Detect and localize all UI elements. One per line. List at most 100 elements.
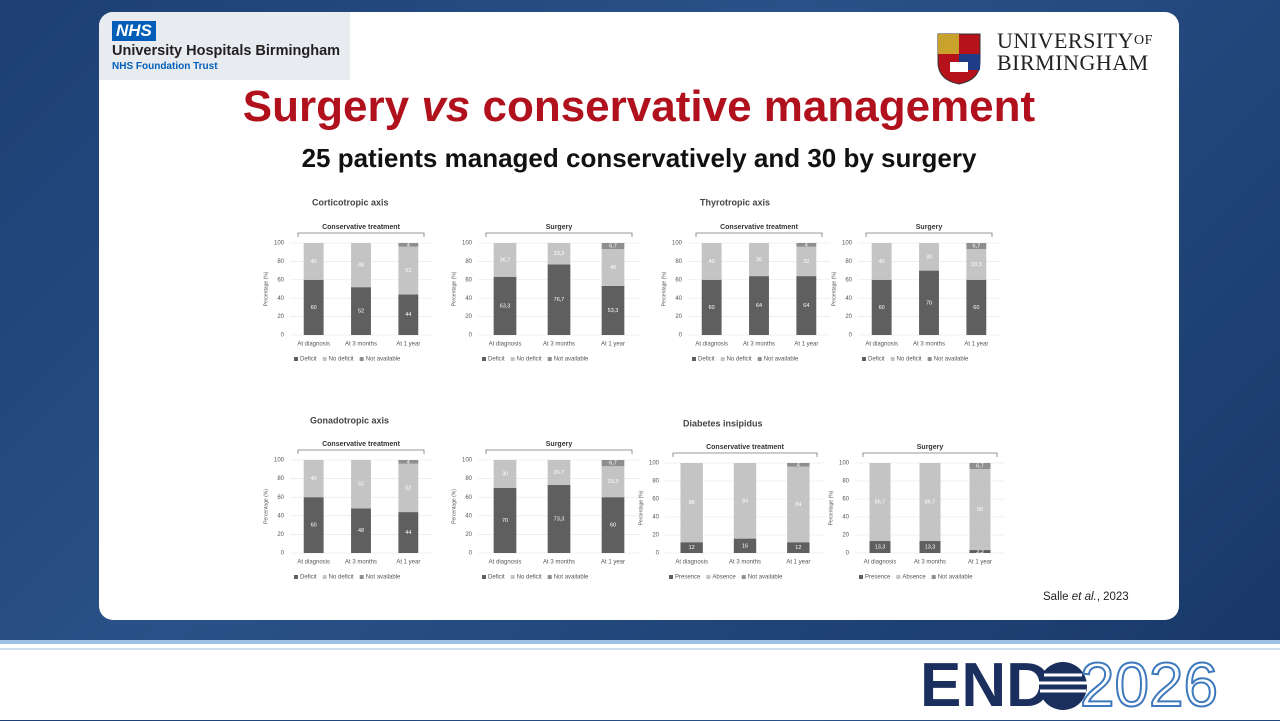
title-bracket bbox=[672, 452, 818, 457]
value-label: 60 bbox=[610, 523, 616, 529]
university-name: UNIVERSITYOF BIRMINGHAM bbox=[997, 30, 1153, 74]
trust-name: University Hospitals Birmingham bbox=[112, 43, 341, 59]
nhs-header: NHS University Hospitals Birmingham NHS … bbox=[99, 12, 350, 80]
group-title: Gonadotropic axis bbox=[310, 415, 389, 425]
bar-segment bbox=[796, 246, 817, 277]
bar-segment bbox=[966, 243, 987, 250]
value-label: 63,3 bbox=[500, 303, 511, 309]
bar-segment bbox=[680, 542, 703, 553]
y-tick-label: 20 bbox=[277, 314, 284, 320]
x-tick-label: At diagnosis bbox=[489, 560, 522, 566]
value-label: 52 bbox=[405, 268, 411, 274]
value-label: 4 bbox=[797, 462, 800, 468]
value-label: 48 bbox=[358, 263, 364, 269]
group-title: Thyrotropic axis bbox=[700, 197, 770, 207]
value-label: 30 bbox=[926, 254, 932, 260]
nhs-logo: NHS bbox=[112, 21, 156, 41]
y-tick-label: 60 bbox=[845, 277, 852, 283]
legend-swatch bbox=[931, 575, 936, 579]
bar-segment bbox=[303, 279, 324, 335]
legend-swatch bbox=[322, 575, 327, 579]
y-axis-label: Percentage (%) bbox=[263, 489, 269, 524]
bar-segment bbox=[787, 542, 810, 553]
value-label: 86,7 bbox=[875, 499, 886, 505]
value-label: 60 bbox=[879, 305, 885, 311]
citation-part: , 2023 bbox=[1096, 591, 1129, 603]
title-bracket bbox=[695, 232, 823, 237]
value-label: 52 bbox=[358, 482, 364, 488]
bar-segment bbox=[871, 279, 892, 335]
y-tick-label: 100 bbox=[462, 241, 473, 247]
chart-title: Conservative treatment bbox=[706, 444, 784, 451]
x-tick-label: At 1 year bbox=[601, 560, 625, 566]
legend-label: No deficit bbox=[329, 575, 354, 581]
bar-segment bbox=[601, 497, 625, 553]
value-label: 88 bbox=[689, 500, 695, 506]
value-label: 13,3 bbox=[925, 544, 936, 550]
value-label: 84 bbox=[795, 502, 801, 508]
value-label: 73,3 bbox=[554, 516, 565, 522]
legend-swatch bbox=[741, 575, 746, 579]
x-tick-label: At 3 months bbox=[914, 560, 946, 566]
legend-swatch bbox=[720, 357, 725, 361]
y-tick-label: 0 bbox=[679, 333, 683, 339]
y-tick-label: 40 bbox=[277, 296, 284, 302]
y-tick-label: 0 bbox=[656, 551, 660, 557]
y-tick-label: 40 bbox=[465, 296, 472, 302]
bar-segment bbox=[869, 463, 891, 542]
legend-label: Not available bbox=[366, 575, 401, 581]
legend-swatch bbox=[547, 357, 552, 361]
bar-segment bbox=[303, 460, 324, 498]
value-label: 76,7 bbox=[554, 297, 565, 303]
y-tick-label: 60 bbox=[842, 497, 849, 503]
x-tick-label: At 1 year bbox=[601, 342, 625, 348]
legend-label: Deficit bbox=[698, 357, 715, 363]
value-label: 48 bbox=[358, 528, 364, 534]
bar-segment bbox=[796, 276, 817, 335]
y-tick-label: 0 bbox=[469, 333, 473, 339]
x-tick-label: At 1 year bbox=[968, 560, 992, 566]
value-label: 33,3 bbox=[971, 262, 982, 268]
y-tick-label: 80 bbox=[652, 479, 659, 485]
legend-swatch bbox=[359, 357, 364, 361]
bar-segment bbox=[547, 484, 571, 553]
bar-segment bbox=[966, 249, 987, 280]
y-axis-label: Percentage (%) bbox=[451, 489, 457, 524]
y-tick-label: 20 bbox=[845, 314, 852, 320]
bar-segment bbox=[351, 508, 371, 553]
y-axis-label: Percentage (%) bbox=[661, 271, 667, 306]
x-tick-label: At 3 months bbox=[543, 342, 575, 348]
y-tick-label: 20 bbox=[465, 532, 472, 538]
legend-label: Presence bbox=[675, 575, 701, 581]
y-tick-label: 40 bbox=[465, 513, 472, 519]
value-label: 36,7 bbox=[500, 257, 511, 263]
value-label: 70 bbox=[502, 518, 508, 524]
university-word: UNIVERSITY bbox=[997, 28, 1134, 53]
y-tick-label: 80 bbox=[675, 259, 682, 265]
bar-segment bbox=[601, 285, 625, 335]
bar-segment bbox=[601, 249, 625, 286]
value-label: 40 bbox=[311, 259, 317, 265]
y-axis-label: Percentage (%) bbox=[831, 271, 837, 306]
value-label: 16 bbox=[742, 543, 748, 549]
legend-swatch bbox=[482, 575, 486, 579]
legend-swatch bbox=[510, 575, 515, 579]
x-tick-label: At 3 months bbox=[345, 342, 377, 348]
x-tick-label: At diagnosis bbox=[695, 342, 728, 348]
legend-label: No deficit bbox=[897, 357, 922, 363]
bar-segment bbox=[919, 463, 941, 542]
title-bracket bbox=[865, 232, 993, 237]
title-bracket bbox=[297, 449, 425, 454]
title-bracket bbox=[862, 452, 998, 457]
legend-swatch bbox=[692, 357, 696, 361]
y-tick-label: 0 bbox=[846, 551, 850, 557]
y-tick-label: 100 bbox=[842, 241, 853, 247]
value-label: 52 bbox=[358, 309, 364, 315]
value-label: 4 bbox=[407, 242, 410, 248]
university-city: BIRMINGHAM bbox=[997, 50, 1149, 75]
value-label: 3,3 bbox=[976, 549, 984, 555]
x-tick-label: At diagnosis bbox=[489, 342, 522, 348]
value-label: 40 bbox=[610, 265, 616, 271]
chart-title: Surgery bbox=[546, 441, 573, 448]
x-tick-label: At 3 months bbox=[729, 560, 761, 566]
